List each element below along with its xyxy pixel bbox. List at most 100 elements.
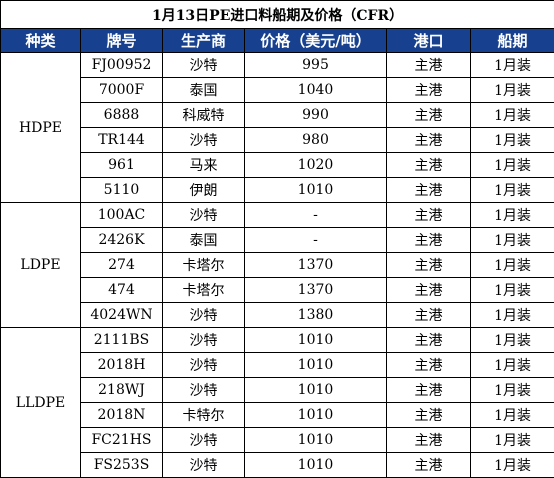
- cell-producer: 马来: [163, 153, 245, 178]
- cell-grade: 274: [81, 253, 163, 278]
- cell-port: 主港: [387, 128, 471, 153]
- cell-ship-date: 1月装: [471, 128, 554, 153]
- cell-grade: 961: [81, 153, 163, 178]
- cell-producer: 沙特: [163, 303, 245, 328]
- cell-port: 主港: [387, 228, 471, 253]
- cell-price: 1370: [245, 253, 387, 278]
- cell-grade: 4024WN: [81, 303, 163, 328]
- cell-port: 主港: [387, 303, 471, 328]
- cell-price: 980: [245, 128, 387, 153]
- column-header-price: 价格（美元/吨）: [245, 29, 387, 53]
- cell-port: 主港: [387, 103, 471, 128]
- cell-ship-date: 1月装: [471, 378, 554, 403]
- cell-producer: 卡特尔: [163, 403, 245, 428]
- cell-port: 主港: [387, 453, 471, 478]
- cell-price: 1010: [245, 328, 387, 353]
- cell-price: 1010: [245, 378, 387, 403]
- cell-category: LLDPE: [1, 328, 81, 478]
- cell-grade: 7000F: [81, 78, 163, 103]
- cell-price: -: [245, 203, 387, 228]
- cell-price: 1010: [245, 453, 387, 478]
- cell-price: 1010: [245, 353, 387, 378]
- cell-port: 主港: [387, 328, 471, 353]
- cell-producer: 泰国: [163, 228, 245, 253]
- cell-ship-date: 1月装: [471, 403, 554, 428]
- cell-producer: 沙特: [163, 453, 245, 478]
- cell-producer: 沙特: [163, 53, 245, 78]
- cell-ship-date: 1月装: [471, 203, 554, 228]
- cell-port: 主港: [387, 378, 471, 403]
- cell-price: 990: [245, 103, 387, 128]
- cell-grade: FS253S: [81, 453, 163, 478]
- cell-price: 1040: [245, 78, 387, 103]
- cell-port: 主港: [387, 78, 471, 103]
- cell-grade: 2426K: [81, 228, 163, 253]
- cell-ship-date: 1月装: [471, 53, 554, 78]
- cell-port: 主港: [387, 403, 471, 428]
- cell-ship-date: 1月装: [471, 178, 554, 203]
- cell-ship-date: 1月装: [471, 228, 554, 253]
- cell-producer: 卡塔尔: [163, 278, 245, 303]
- cell-producer: 科威特: [163, 103, 245, 128]
- cell-ship-date: 1月装: [471, 78, 554, 103]
- column-header-row: 种类 牌号 生产商 价格（美元/吨） 港口 船期: [1, 29, 554, 53]
- cell-producer: 伊朗: [163, 178, 245, 203]
- table-title: 1月13日PE进口料船期及价格（CFR）: [1, 1, 554, 29]
- cell-port: 主港: [387, 428, 471, 453]
- cell-port: 主港: [387, 253, 471, 278]
- cell-category: HDPE: [1, 53, 81, 203]
- cell-grade: FC21HS: [81, 428, 163, 453]
- cell-price: 1370: [245, 278, 387, 303]
- cell-port: 主港: [387, 278, 471, 303]
- column-header-port: 港口: [387, 29, 471, 53]
- cell-producer: 沙特: [163, 428, 245, 453]
- cell-producer: 沙特: [163, 353, 245, 378]
- cell-producer: 沙特: [163, 128, 245, 153]
- cell-ship-date: 1月装: [471, 353, 554, 378]
- column-header-ship-date: 船期: [471, 29, 554, 53]
- cell-grade: 2111BS: [81, 328, 163, 353]
- cell-grade: 6888: [81, 103, 163, 128]
- cell-port: 主港: [387, 203, 471, 228]
- cell-ship-date: 1月装: [471, 303, 554, 328]
- column-header-grade: 牌号: [81, 29, 163, 53]
- cell-ship-date: 1月装: [471, 253, 554, 278]
- cell-price: 1010: [245, 178, 387, 203]
- cell-ship-date: 1月装: [471, 153, 554, 178]
- cell-ship-date: 1月装: [471, 103, 554, 128]
- cell-producer: 沙特: [163, 203, 245, 228]
- cell-producer: 泰国: [163, 78, 245, 103]
- cell-price: 1010: [245, 428, 387, 453]
- cell-producer: 卡塔尔: [163, 253, 245, 278]
- cell-price: 1010: [245, 403, 387, 428]
- cell-price: 1380: [245, 303, 387, 328]
- cell-grade: TR144: [81, 128, 163, 153]
- cell-grade: FJ00952: [81, 53, 163, 78]
- cell-grade: 2018H: [81, 353, 163, 378]
- cell-grade: 5110: [81, 178, 163, 203]
- cell-grade: 218WJ: [81, 378, 163, 403]
- cell-ship-date: 1月装: [471, 428, 554, 453]
- cell-port: 主港: [387, 353, 471, 378]
- cell-grade: 474: [81, 278, 163, 303]
- cell-grade: 2018N: [81, 403, 163, 428]
